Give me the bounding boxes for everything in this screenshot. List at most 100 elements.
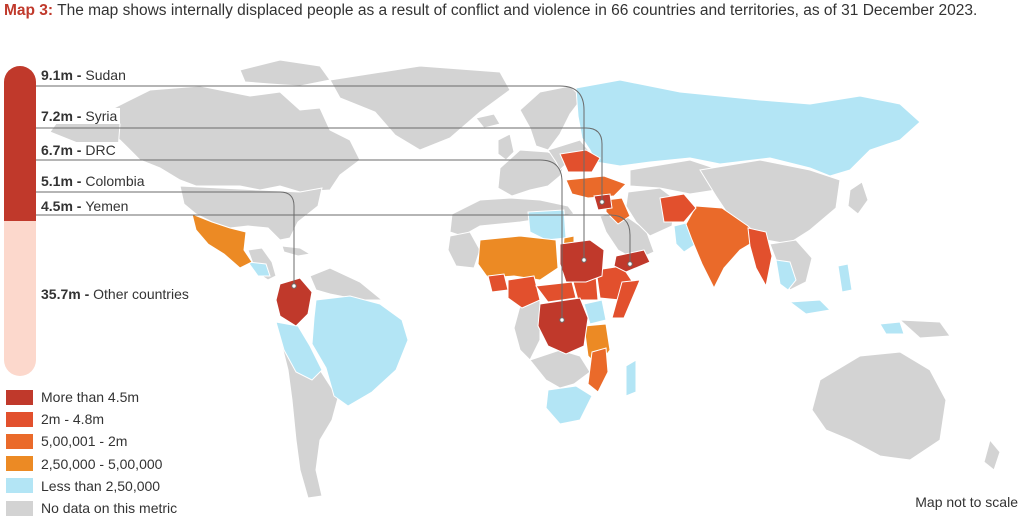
land-south-america-grey (309, 267, 384, 301)
legend-label: 2m - 4.8m (41, 411, 105, 428)
bar-sep: - (72, 108, 86, 124)
land-central-asia (629, 159, 721, 195)
land-central-america-light (246, 261, 271, 277)
land-tier5 (246, 79, 921, 425)
land-australia (811, 351, 947, 461)
bar-value: 7.2m (41, 108, 73, 124)
land-nigeria (507, 275, 541, 309)
dot-yemen (627, 261, 633, 267)
connector-sudan (36, 85, 585, 260)
connector-dots (291, 199, 633, 323)
land-south-africa (545, 385, 593, 425)
bar-sep: - (80, 286, 94, 302)
land-japan (847, 181, 869, 215)
land-arctic-islands (239, 59, 331, 87)
legend-item: 2m - 4.8m (6, 408, 177, 430)
bar-label-yemen: 4.5m - Yemen (40, 198, 132, 214)
legend-label: 5,00,001 - 2m (41, 433, 128, 450)
land-mexico (191, 213, 253, 269)
bar-label-other: 35.7m - Other countries (40, 286, 192, 302)
bar-value: 6.7m (41, 142, 73, 158)
land-thailand-light (775, 259, 797, 291)
dot-drc (559, 317, 565, 323)
bar-segment-other-countries (4, 221, 36, 376)
map-scale-note: Map not to scale (915, 494, 1018, 510)
legend-item: More than 4.5m (6, 386, 177, 408)
land-philippines-light (837, 263, 853, 293)
land-png-light (879, 321, 905, 335)
land-iceland (475, 113, 501, 129)
legend-label: 2,50,000 - 5,00,000 (41, 455, 163, 472)
land-india (685, 205, 761, 290)
map-title: Map 3: The map shows internally displace… (4, 1, 994, 21)
land-peru-ecuador-bolivia (275, 321, 323, 381)
land-ukraine (559, 149, 601, 173)
land-scandinavia (519, 85, 583, 151)
land-papua (898, 319, 951, 339)
bar-sep: - (72, 173, 86, 189)
land-mali-niger (477, 235, 559, 281)
land-somalia (611, 279, 641, 319)
bar-label-sudan: 9.1m - Sudan (40, 67, 129, 83)
legend-swatch (6, 500, 33, 516)
dot-syria (599, 199, 605, 205)
bar-value: 35.7m (41, 286, 81, 302)
legend-swatch (6, 433, 33, 449)
land-yemen (613, 249, 651, 273)
legend-item: Less than 2,50,000 (6, 475, 177, 497)
legend-swatch (6, 389, 33, 405)
land-west-africa (447, 231, 481, 269)
connector-yemen (36, 214, 631, 264)
legend: More than 4.5m 2m - 4.8m 5,00,001 - 2m 2… (6, 386, 177, 519)
land-burkina (487, 273, 509, 293)
land-libya (527, 209, 567, 241)
map-tag: Map 3: (4, 2, 54, 19)
bar-country: Syria (85, 108, 118, 124)
legend-swatch (6, 478, 33, 494)
bar-value: 9.1m (41, 67, 73, 83)
bar-country: Sudan (85, 67, 126, 83)
connector-colombia (36, 191, 295, 286)
legend-item: 5,00,001 - 2m (6, 430, 177, 452)
legend-item: No data on this metric (6, 497, 177, 519)
land-mozambique (587, 347, 609, 393)
legend-label: Less than 2,50,000 (41, 477, 161, 494)
bar-sep: - (72, 67, 86, 83)
land-indonesia-light (788, 299, 832, 315)
land-caribbean (281, 245, 312, 257)
bar-country: Other countries (93, 286, 189, 302)
legend-label: More than 4.5m (41, 389, 140, 406)
connector-lines (36, 85, 631, 320)
bar-segment-top-five (4, 66, 36, 221)
bar-label-syria: 7.2m - Syria (40, 108, 121, 124)
land-cameroon-car (535, 281, 577, 303)
bar-label-colombia: 5.1m - Colombia (40, 173, 148, 189)
legend-swatch (6, 411, 33, 427)
legend-label: No data on this metric (41, 500, 178, 517)
legend-swatch (6, 456, 33, 472)
dot-sudan (581, 257, 587, 263)
land-myanmar (747, 227, 773, 288)
bar-country: Colombia (85, 173, 145, 189)
land-tier2 (487, 149, 773, 319)
land-drc (537, 297, 589, 355)
land-africa-south (529, 349, 591, 389)
land-brazil (311, 295, 409, 407)
dot-colombia (291, 283, 297, 289)
bar-sep: - (72, 198, 86, 214)
legend-item: 2,50,000 - 5,00,000 (6, 453, 177, 475)
land-uk (497, 133, 515, 161)
bar-country: Yemen (85, 198, 129, 214)
connector-syria (36, 127, 603, 202)
land-colombia (275, 277, 313, 327)
land-afghanistan (659, 193, 697, 223)
land-turkey (565, 175, 627, 199)
land-new-zealand (983, 438, 1001, 471)
land-no-data (49, 59, 1001, 499)
stacked-bar (4, 66, 36, 376)
land-madagascar (625, 359, 637, 397)
land-south-america-south (277, 329, 339, 499)
map-title-text: The map shows internally displaced peopl… (57, 2, 978, 19)
bar-label-drc: 6.7m - DRC (40, 142, 119, 158)
